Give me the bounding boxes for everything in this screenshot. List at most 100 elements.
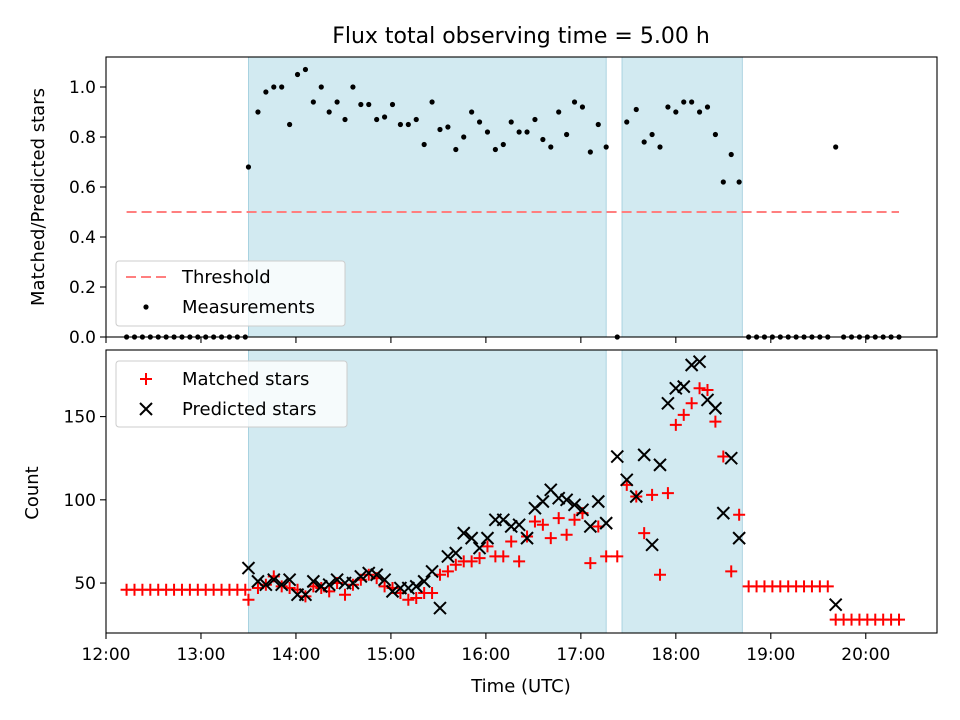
matched-stars-point [821,580,834,593]
matched-stars-point [677,408,690,421]
predicted-stars-point [282,573,297,587]
matched-stars-point [717,450,730,463]
top-panel: 0.0 0.2 0.4 0.6 0.8 1.0 Matched/Predicted sta… [28,56,938,348]
measurement-point [279,84,285,90]
predicted-stars-point [645,538,659,552]
matched-stars-point [402,593,415,606]
measurement-point [461,134,467,140]
predicted-stars-point [716,506,731,520]
matched-stars-point [481,540,494,553]
top-y-tick-label: 0.2 [69,278,96,298]
x-tick-label: 17:00 [556,645,605,665]
measurement-point [689,99,695,105]
matched-legend-marker [140,373,152,385]
predicted-stars-point [362,566,376,580]
predicted-stars-point [369,568,384,582]
matched-stars-point [465,555,478,568]
matched-stars-point [505,535,518,548]
measurement-point [350,84,356,90]
matched-stars-point [725,565,738,578]
measurement-point [255,109,261,115]
measurement-point [603,144,609,150]
matched-stars-point [521,530,534,543]
measurement-point [624,119,630,125]
measurement-point [649,131,655,138]
predicted-stars-point [449,546,463,560]
measurement-point [524,129,530,135]
measurement-point [532,116,538,123]
measurement-point [571,99,578,105]
measurement-point [673,109,679,115]
predicted-stars-point [629,489,643,504]
top-measurement-points [123,66,902,340]
predicted-stars-point [551,491,566,505]
measurement-point [326,109,332,115]
matched-stars-point [513,555,526,568]
measurement-point [492,146,498,153]
measurement-point [540,136,546,143]
measurement-point [484,129,491,135]
matched-stars-point [552,512,565,525]
measurement-point [437,126,443,133]
matched-stars-point [449,558,462,571]
bottom-x-axis-ticks: 12:00 13:00 14:00 15:00 16:00 17:00 18:00 19:00… [82,633,890,665]
predicted-stars-point [504,519,518,534]
x-tick-label: 18:00 [651,645,700,665]
matched-stars-point [441,565,454,578]
predicted-stars-point [457,526,471,540]
measurement-point [696,109,703,115]
predicted-stars-point [441,549,455,564]
matched-stars-point [544,532,557,545]
bottom-y-tick-label: 150 [64,408,96,428]
measurement-point [728,151,734,158]
matched-stars-point [339,588,352,601]
measurement-point [720,179,726,185]
predicted-stars-point [708,401,723,415]
x-tick-label: 19:00 [746,645,795,665]
measurement-point [374,116,380,123]
x-tick-label: 13:00 [176,645,225,665]
threshold-legend-label: Threshold [181,267,271,288]
measurement-point [665,104,671,110]
matched-stars-point [693,382,706,395]
measurement-point [397,121,404,128]
predicted-stars-point [724,451,738,465]
predicted-stars-point [610,449,624,464]
matched-stars-point [473,552,486,565]
measurement-point [833,144,839,150]
predicted-stars-point [409,579,423,594]
measurement-point [381,114,388,120]
measurement-point [287,121,293,128]
measurement-point [245,164,252,170]
predicted-stars-point [472,541,487,555]
bottom-y-axis-ticks: 50 100 150 [64,408,106,594]
matched-stars-point [611,550,624,563]
top-y-tick-label: 1.0 [69,78,96,98]
matched-stars-point [733,508,746,521]
predicted-stars-point [669,381,683,395]
predicted-stars-point [241,561,256,575]
measurement-point [389,101,396,108]
matched-stars-point [701,383,714,396]
measurement-point [736,179,742,185]
matched-stars-point [560,528,573,541]
measurement-point [271,84,277,90]
matched-stars-point [497,550,510,563]
matched-stars-point [638,527,651,540]
predicted-stars-point [732,531,746,545]
predicted-stars-point [677,379,691,394]
predicted-stars-point [692,354,707,369]
predicted-stars-point [259,578,273,592]
measurement-point [476,119,483,125]
measurement-point [556,109,562,115]
measurement-point [641,139,647,145]
measurement-point [294,71,301,78]
matched-stars-point [346,578,359,591]
matched-stars-point [299,590,312,603]
bottom-legend-box [115,360,348,428]
predicted-stars-point [267,573,281,587]
predicted-stars-point [306,574,321,589]
predicted-stars-point [575,503,590,517]
observing-window-band [621,56,743,338]
